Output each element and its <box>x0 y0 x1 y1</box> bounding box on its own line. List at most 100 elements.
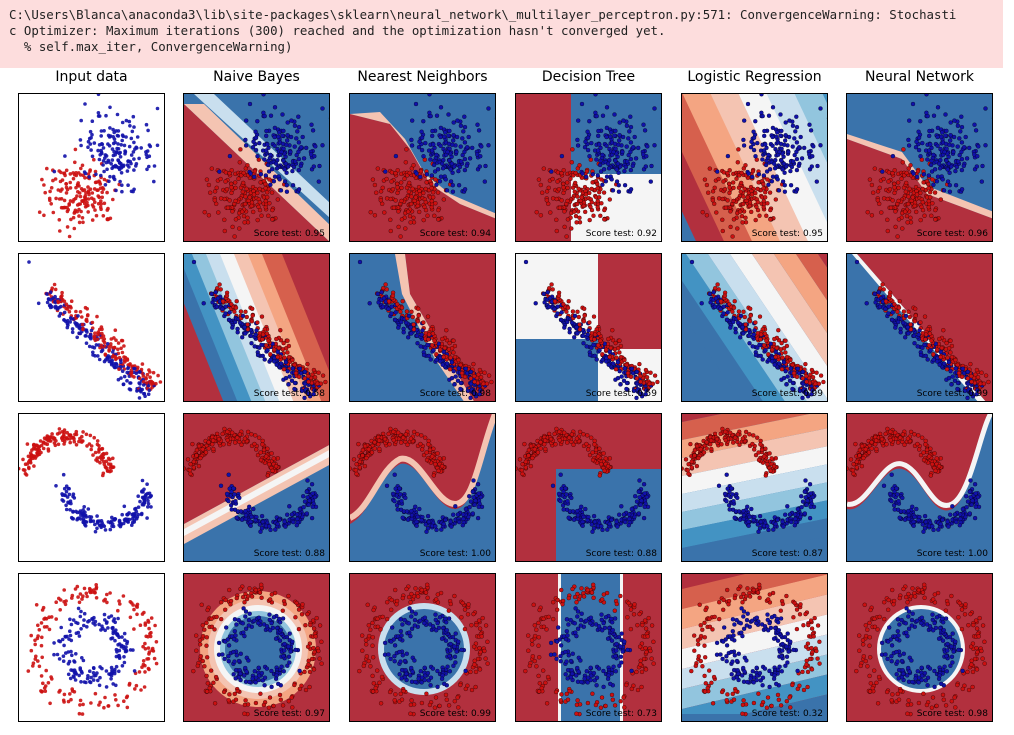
data-point <box>555 304 560 309</box>
data-point <box>773 354 778 360</box>
data-point <box>596 133 601 139</box>
data-point <box>85 444 89 448</box>
data-point <box>297 506 303 512</box>
data-point <box>782 183 787 188</box>
data-point <box>203 450 209 455</box>
data-point <box>388 228 393 234</box>
data-point <box>760 113 765 119</box>
data-point <box>81 430 85 434</box>
data-point <box>962 388 968 394</box>
data-point <box>95 337 100 342</box>
data-point <box>622 366 627 371</box>
data-point <box>148 375 152 379</box>
data-point <box>393 171 398 176</box>
data-point <box>728 224 733 230</box>
data-point <box>459 370 465 376</box>
data-point <box>85 319 89 324</box>
data-point <box>279 149 284 155</box>
data-point <box>580 171 585 176</box>
data-point <box>636 145 641 151</box>
data-point <box>121 382 126 387</box>
data-point <box>103 153 108 157</box>
data-point <box>591 314 597 319</box>
data-point <box>455 118 460 123</box>
data-point <box>554 217 559 222</box>
data-point <box>36 301 41 306</box>
data-point <box>944 146 949 151</box>
data-point <box>399 185 404 191</box>
score-label: Score test: 0.96 <box>916 229 988 239</box>
data-point <box>386 431 391 437</box>
data-point <box>113 153 117 157</box>
data-point <box>286 164 291 169</box>
scatter-plot <box>37 94 165 239</box>
data-point <box>74 443 79 447</box>
data-point <box>434 352 439 357</box>
data-point <box>908 215 913 220</box>
data-point <box>241 213 247 219</box>
data-point <box>107 359 111 364</box>
data-point <box>248 171 253 176</box>
data-point <box>111 174 116 179</box>
data-point <box>872 166 877 171</box>
data-point <box>462 187 468 192</box>
data-point <box>616 183 621 188</box>
data-point <box>164 116 165 120</box>
data-point <box>191 459 196 464</box>
data-point <box>78 202 82 206</box>
data-point <box>546 185 551 190</box>
data-point <box>118 155 123 159</box>
data-point <box>920 140 925 146</box>
data-point <box>465 388 471 394</box>
data-point <box>88 518 93 522</box>
data-point <box>313 144 318 149</box>
data-point <box>312 154 317 159</box>
data-point <box>54 484 58 488</box>
data-point <box>575 331 580 336</box>
data-point <box>68 186 73 190</box>
data-point <box>826 117 827 119</box>
data-point <box>66 486 71 491</box>
data-point <box>725 198 730 203</box>
data-point <box>212 198 217 203</box>
data-point <box>772 161 777 166</box>
data-point <box>131 114 136 119</box>
data-point <box>51 210 56 215</box>
data-point <box>70 435 74 440</box>
data-point <box>887 293 893 298</box>
data-point <box>46 438 50 443</box>
data-point <box>64 168 69 173</box>
data-point <box>248 519 253 524</box>
data-point <box>285 350 290 355</box>
data-point <box>596 343 601 348</box>
data-point <box>223 311 228 316</box>
data-point <box>631 388 637 394</box>
data-point <box>879 210 884 215</box>
data-point <box>785 374 790 379</box>
data-point <box>625 370 631 376</box>
data-point <box>60 290 64 295</box>
data-point <box>949 164 954 169</box>
data-point <box>965 369 971 375</box>
data-point <box>87 344 92 349</box>
data-point <box>93 200 97 204</box>
data-point <box>398 234 403 239</box>
data-point <box>913 306 918 311</box>
data-point <box>149 505 153 509</box>
data-point <box>75 517 79 522</box>
decision-region <box>796 254 827 301</box>
data-point <box>230 430 235 435</box>
data-point <box>959 124 965 130</box>
data-point <box>728 325 733 330</box>
data-point <box>227 171 232 176</box>
data-point <box>68 180 72 185</box>
data-point <box>552 306 557 312</box>
data-point <box>725 171 730 176</box>
data-point <box>93 169 98 174</box>
data-point <box>753 320 758 325</box>
data-point <box>285 369 290 374</box>
data-point <box>618 343 624 349</box>
data-point <box>105 208 110 212</box>
data-point <box>252 344 257 349</box>
data-point <box>80 163 85 168</box>
